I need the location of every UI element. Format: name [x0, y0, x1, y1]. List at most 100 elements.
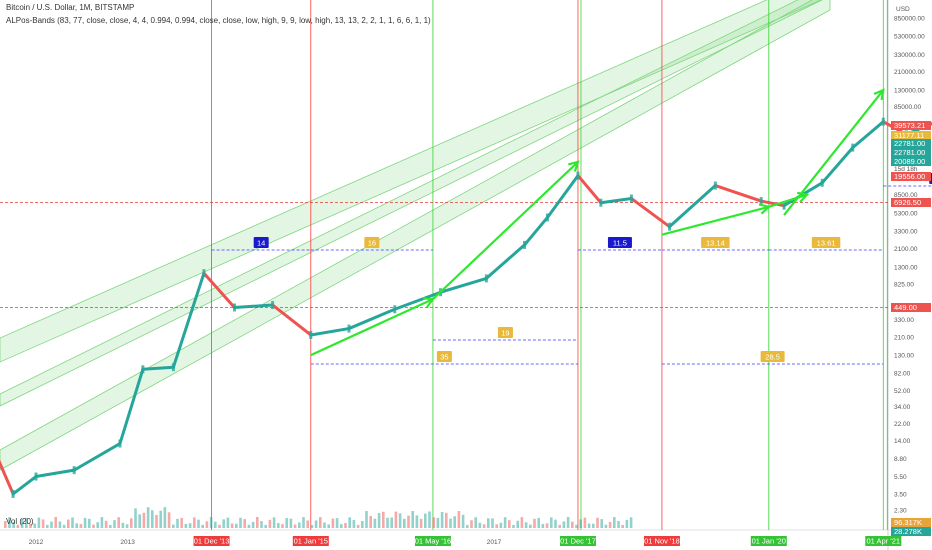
volume-bar [92, 524, 95, 528]
volume-bar [46, 524, 49, 528]
price-badge [891, 303, 931, 312]
cycle-label-box [701, 237, 730, 248]
price-candle [34, 472, 38, 481]
volume-bar [201, 524, 204, 528]
price-axis-tick: 3.50 [894, 491, 907, 498]
volume-bar [8, 517, 11, 528]
time-axis-tick: 01 Apr '21 [867, 537, 901, 546]
volume-bar [188, 523, 192, 528]
volume-bar [167, 512, 171, 528]
volume-bar [184, 523, 188, 528]
volume-bar [37, 517, 41, 528]
projection-arrow [768, 193, 808, 208]
price-candle [72, 466, 76, 475]
volume-bar [424, 513, 427, 528]
price-axis-tick: 52.00 [894, 388, 911, 395]
volume-bar [403, 518, 406, 528]
price-segment [347, 307, 397, 331]
volume-bar [331, 518, 335, 528]
time-axis-badge [292, 536, 329, 546]
volume-bar [293, 524, 297, 528]
volume-bar [218, 524, 221, 528]
price-badge-text: 6926.50 [894, 198, 921, 207]
volume-bar [554, 519, 557, 528]
volume-bar [625, 519, 629, 528]
price-segment [668, 184, 717, 229]
price-segment [232, 303, 275, 310]
volume-bar [508, 520, 511, 528]
price-badge-text: 39573.21 [894, 121, 925, 130]
volume-bar [478, 522, 482, 528]
price-candle [309, 330, 313, 339]
volume-badge-text: 96.317K [894, 518, 922, 527]
price-candle [881, 117, 885, 126]
price-candle [759, 197, 763, 206]
cycle-label-box [760, 351, 785, 362]
volume-bar [583, 517, 587, 528]
volume-bar [335, 518, 339, 528]
price-candle [141, 365, 145, 374]
volume-bar [285, 518, 288, 528]
volume-bar [130, 518, 133, 528]
price-badge [891, 131, 931, 140]
volume-bar [197, 519, 200, 528]
volume-bar [487, 518, 490, 528]
volume-bar [289, 518, 293, 528]
price-axis-tick: 825.00 [894, 282, 914, 289]
price-segment [713, 184, 763, 203]
price-badge-text: 20089.00 [894, 157, 925, 166]
price-candle [629, 194, 633, 203]
volume-bar [104, 520, 108, 528]
volume-bar [323, 522, 326, 528]
time-axis-badge [750, 536, 787, 546]
volume-bar [541, 523, 545, 528]
price-axis-tick: 14.00 [894, 438, 911, 445]
volume-bar [247, 524, 251, 528]
volume-bar [356, 524, 360, 528]
volume-bar [524, 522, 528, 528]
countdown-badge-text: 15d 18h [894, 166, 918, 173]
volume-bar [256, 517, 259, 528]
volume-bar [319, 517, 322, 528]
projection-arrow-head [873, 88, 885, 101]
price-axis-tick: 8500.00 [894, 192, 918, 199]
price-candle [118, 439, 122, 448]
volume-bar [575, 524, 578, 528]
volume-bar [482, 524, 486, 528]
volume-bar [12, 522, 15, 528]
indicator-label: ALPos-Bands (83, 77, close, close, 4, 4,… [6, 16, 431, 25]
volume-bar [264, 524, 267, 528]
price-badge-text: 31177.11 [894, 131, 924, 140]
cycle-label: 16 [368, 239, 376, 248]
time-axis-tick: 2012 [29, 539, 44, 546]
price-segment [523, 215, 549, 247]
volume-bar [419, 518, 423, 528]
price-badge [891, 148, 931, 157]
price-segment [171, 271, 206, 369]
projection-arrow [783, 89, 885, 216]
volume-bar [214, 521, 217, 528]
time-axis-badge [193, 536, 230, 546]
price-candle [523, 240, 527, 249]
volume-bar [621, 524, 624, 528]
cycle-label-box [497, 327, 513, 338]
price-segment [393, 290, 443, 311]
volume-bar [134, 508, 137, 528]
volume-bar [272, 517, 276, 528]
price-segment [599, 197, 633, 205]
volume-bar [25, 517, 28, 528]
volume-bar [302, 517, 305, 528]
volume-bar [146, 507, 150, 528]
time-axis-badge [643, 536, 680, 546]
volume-bar [20, 519, 24, 528]
volume-bar [520, 517, 524, 528]
volume-bar [596, 517, 599, 528]
cycle-label: 19 [501, 329, 509, 338]
volume-bar [386, 517, 389, 528]
volume-bar [306, 520, 309, 528]
price-badge [891, 157, 931, 166]
volume-bar [88, 518, 91, 528]
volume-bar [369, 515, 372, 528]
